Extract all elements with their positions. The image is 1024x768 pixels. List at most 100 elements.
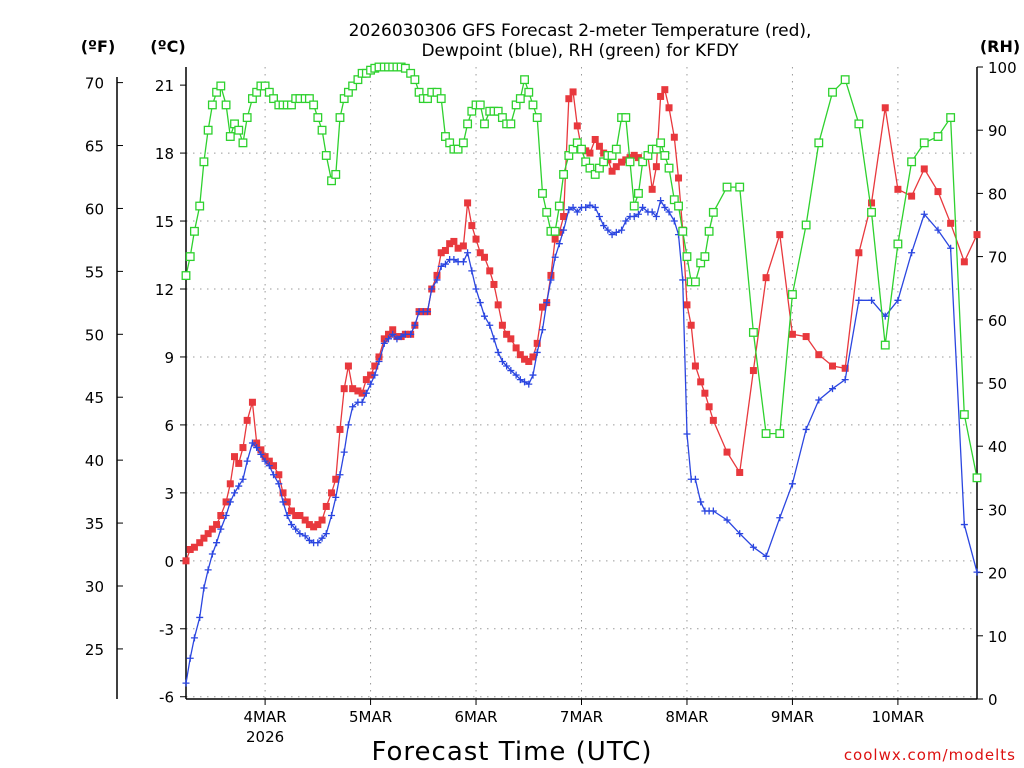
dewpoint-point	[397, 333, 405, 341]
dewpoint-point	[270, 471, 278, 479]
rh-point	[331, 169, 341, 179]
temperature-point	[503, 330, 511, 338]
temperature-point	[802, 333, 810, 341]
temperature-point	[332, 475, 340, 483]
rh-point	[207, 100, 217, 110]
dewpoint-point	[182, 679, 190, 687]
dewpoint-point	[344, 421, 352, 429]
temperature-point	[630, 151, 638, 159]
temperature-point	[239, 444, 247, 452]
temperature-point	[226, 480, 234, 488]
dewpoint-point	[973, 568, 981, 576]
rh-point	[185, 252, 195, 262]
y-celsius-tick-label: 3	[164, 485, 174, 503]
temperature-point	[683, 301, 691, 309]
rh-point	[532, 113, 542, 123]
dewpoint-point	[296, 530, 304, 538]
chart-title-line2: Dewpoint (blue), RH (green) for KFDY	[421, 41, 739, 61]
dewpoint-point	[275, 480, 283, 488]
dewpoint-point	[265, 462, 273, 470]
temperature-point	[275, 471, 283, 479]
temperature-point	[709, 416, 717, 424]
temperature-point	[231, 453, 239, 461]
x-tick-label: 10MAR	[872, 708, 925, 726]
x-tick-label: 6MAR	[454, 708, 497, 726]
temperature-point	[855, 249, 863, 257]
dewpoint-point	[551, 253, 559, 261]
rh-point	[550, 226, 560, 236]
x-axis-label: Forecast Time (UTC)	[371, 737, 652, 767]
temperature-point	[486, 267, 494, 275]
temperature-point	[762, 274, 770, 282]
rh-point	[234, 125, 244, 135]
rh-point	[634, 188, 643, 198]
rh-point	[828, 87, 837, 97]
temperature-point	[305, 521, 313, 529]
dewpoint-point	[565, 206, 573, 214]
temperature-point	[314, 521, 322, 529]
dewpoint-point	[472, 285, 480, 293]
dewpoint-point	[618, 226, 626, 234]
dewpoint-point	[332, 493, 340, 501]
rh-point	[520, 75, 529, 85]
rh-point	[761, 429, 771, 439]
rh-point	[189, 226, 199, 236]
rh-point	[559, 169, 569, 179]
y-fahrenheit-tick-label: 60	[85, 200, 104, 218]
dewpoint-point	[380, 339, 388, 347]
rh-point	[528, 100, 538, 110]
temperature-point	[318, 516, 326, 524]
dewpoint-point	[908, 249, 916, 257]
temperature-point	[328, 489, 336, 497]
dewpoint-point	[204, 566, 212, 574]
dewpoint-point	[305, 536, 313, 544]
y-celsius-tick-label: -6	[159, 689, 174, 707]
temperature-point	[648, 185, 656, 193]
dewpoint-point	[622, 217, 630, 225]
dewpoint-point	[217, 525, 225, 533]
temperature-point	[344, 362, 352, 370]
temperature-point	[529, 353, 537, 361]
dewpoint-point	[480, 312, 488, 320]
rh-point	[801, 220, 811, 230]
dewpoint-point	[208, 550, 216, 558]
y-fahrenheit-tick-label: 35	[85, 515, 104, 533]
rh-point	[840, 75, 850, 85]
unit-celsius: (ºC)	[150, 37, 185, 56]
temperature-point	[512, 344, 520, 352]
rh-point	[538, 188, 547, 198]
dewpoint-point	[231, 489, 239, 497]
temperature-point	[498, 321, 506, 329]
temperature-point	[551, 235, 559, 243]
y-celsius-tick-label: 9	[164, 349, 174, 367]
dewpoint-point	[815, 396, 823, 404]
unit-fahrenheit: (ºF)	[81, 37, 116, 56]
temperature-point	[248, 398, 256, 406]
temperature-point	[204, 530, 212, 538]
rh-point	[946, 113, 956, 123]
temperature-point	[182, 557, 190, 565]
rh-point	[867, 207, 876, 217]
x-tick-label: 5MAR	[349, 708, 392, 726]
dewpoint-point	[248, 439, 256, 447]
dewpoint-point	[222, 512, 230, 520]
y-celsius-tick-label: 15	[155, 213, 174, 231]
rh-point	[704, 226, 714, 236]
temperature-point	[591, 135, 599, 143]
rh-point	[700, 252, 710, 262]
dewpoint-point	[190, 634, 198, 642]
temperature-point	[670, 133, 678, 141]
dewpoint-point	[934, 226, 942, 234]
temperature-point	[586, 149, 594, 157]
rh-point	[919, 138, 929, 148]
dewpoint-point	[749, 543, 757, 551]
dewpoint-point	[683, 430, 691, 438]
dewpoint-point	[652, 213, 660, 221]
temperature-point	[441, 246, 449, 254]
temperature-point	[533, 339, 541, 347]
rh-point	[678, 226, 688, 236]
rh-point	[400, 63, 410, 73]
rh-point	[554, 201, 564, 211]
temperature-point	[881, 104, 889, 112]
dewpoint-point	[600, 222, 608, 230]
